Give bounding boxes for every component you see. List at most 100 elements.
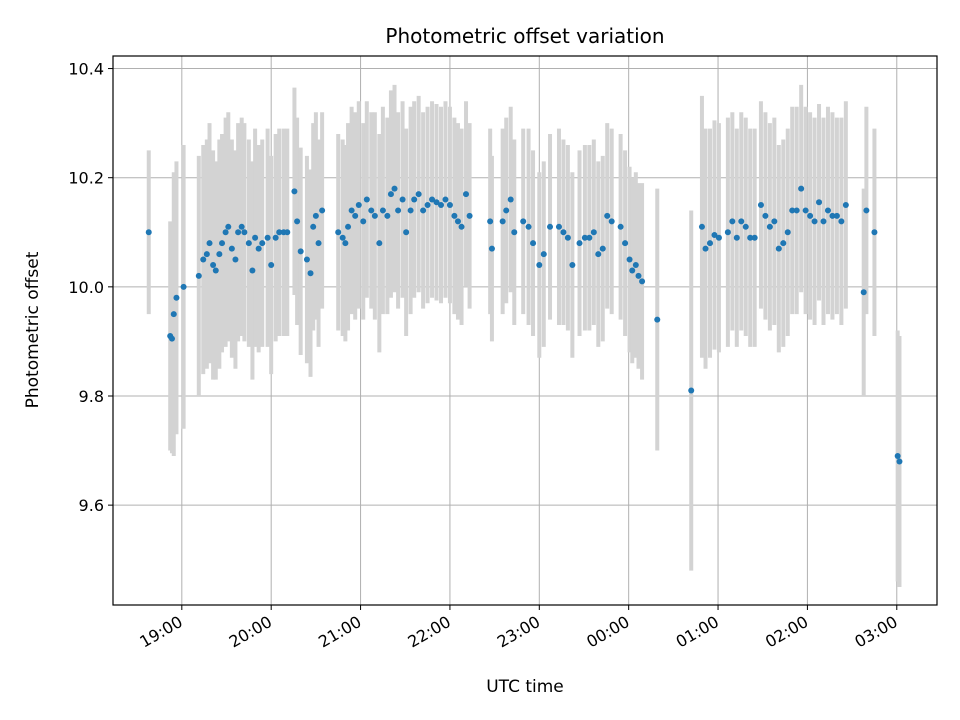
data-point (838, 218, 845, 225)
data-point (437, 201, 444, 208)
data-point (319, 207, 326, 214)
data-point (232, 256, 239, 263)
data-point (446, 201, 453, 208)
data-points (145, 185, 903, 465)
data-point (860, 289, 867, 296)
data-point (225, 223, 232, 230)
data-point (715, 234, 722, 241)
data-point (896, 458, 903, 465)
data-point (339, 234, 346, 241)
data-point (635, 272, 642, 279)
data-point (530, 240, 537, 247)
data-point (458, 223, 465, 230)
data-point (738, 218, 745, 225)
data-point (170, 311, 177, 318)
data-point (560, 229, 567, 236)
plot-frame (112, 55, 938, 606)
x-axis-ticks: 19:00 20:00 21:00 22:00 23:00 00:00 01:00 02:00… (136, 605, 901, 652)
data-point (789, 207, 796, 214)
data-point (766, 223, 773, 230)
x-tick-label: 00:00 (583, 612, 632, 652)
data-point (216, 251, 223, 258)
data-point (391, 185, 398, 192)
data-point (307, 270, 314, 277)
data-point (520, 218, 527, 225)
data-point (424, 201, 431, 208)
data-point (733, 234, 740, 241)
data-point (576, 240, 583, 247)
data-point (604, 212, 611, 219)
y-tick-label: 10.2 (68, 169, 104, 188)
data-point (503, 207, 510, 214)
data-point (200, 256, 207, 263)
data-point (688, 387, 695, 394)
data-point (454, 218, 461, 225)
data-point (463, 191, 470, 198)
data-point (245, 240, 252, 247)
data-point (894, 453, 901, 460)
data-point (608, 218, 615, 225)
data-point (729, 218, 736, 225)
data-point (466, 212, 473, 219)
data-point (698, 223, 705, 230)
x-tick-label: 20:00 (226, 612, 275, 652)
y-tick-label: 10.0 (68, 278, 104, 297)
y-axis-label: Photometric offset (23, 251, 43, 408)
data-point (820, 218, 827, 225)
data-point (622, 240, 629, 247)
data-point (511, 229, 518, 236)
data-point (586, 234, 593, 241)
data-point (811, 218, 818, 225)
chart-title: Photometric offset variation (385, 24, 664, 48)
data-point (173, 294, 180, 301)
data-point (272, 234, 279, 241)
data-point (363, 196, 370, 203)
data-point (195, 272, 202, 279)
data-point (824, 207, 831, 214)
data-point (352, 212, 359, 219)
data-point (629, 267, 636, 274)
data-point (384, 212, 391, 219)
data-point (376, 240, 383, 247)
data-point (395, 207, 402, 214)
data-point (241, 229, 248, 236)
data-point (581, 234, 588, 241)
data-point (833, 212, 840, 219)
data-point (499, 218, 506, 225)
data-point (368, 207, 375, 214)
data-point (348, 207, 355, 214)
data-point (355, 201, 362, 208)
data-point (798, 185, 805, 192)
data-point (654, 316, 661, 323)
x-axis-label: UTC time (486, 677, 564, 697)
data-point (420, 207, 427, 214)
data-point (540, 251, 547, 258)
data-point (222, 229, 229, 236)
data-point (590, 229, 597, 236)
data-point (775, 245, 782, 252)
data-point (342, 240, 349, 247)
data-point (219, 240, 226, 247)
data-point (742, 223, 749, 230)
data-point (315, 240, 322, 247)
data-point (702, 245, 709, 252)
x-tick-label: 02:00 (762, 612, 811, 652)
error-bars (146, 84, 902, 587)
data-point (802, 207, 809, 214)
data-point (442, 196, 449, 203)
data-point (345, 223, 352, 230)
data-point (747, 234, 754, 241)
data-point (228, 245, 235, 252)
data-point (145, 229, 152, 236)
data-point (268, 262, 275, 269)
data-point (284, 229, 291, 236)
data-point (599, 245, 606, 252)
data-point (757, 201, 764, 208)
data-point (525, 223, 532, 230)
data-point (617, 223, 624, 230)
data-point (807, 212, 814, 219)
data-point (310, 223, 317, 230)
data-point (842, 201, 849, 208)
data-point (252, 234, 259, 241)
